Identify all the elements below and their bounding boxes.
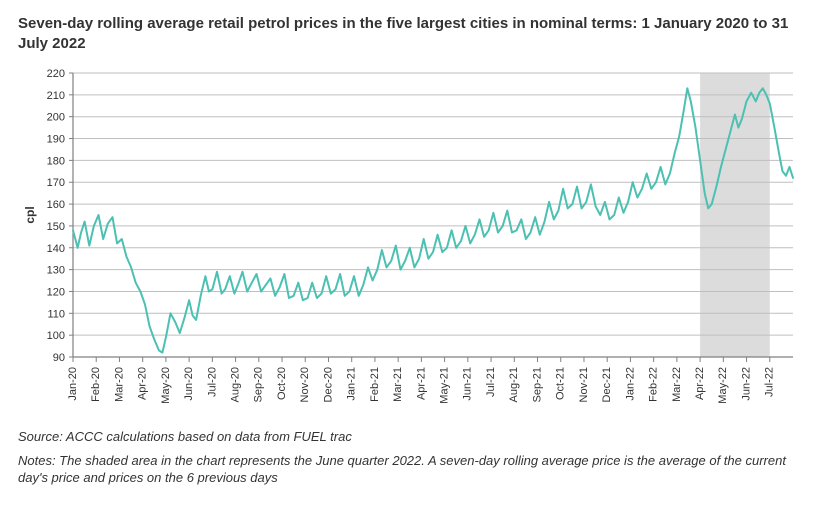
svg-text:Feb-22: Feb-22 xyxy=(648,367,660,402)
svg-text:100: 100 xyxy=(47,330,65,342)
svg-text:130: 130 xyxy=(47,264,65,276)
svg-text:150: 150 xyxy=(47,220,65,232)
svg-text:Mar-20: Mar-20 xyxy=(113,367,125,402)
svg-text:200: 200 xyxy=(47,111,65,123)
svg-text:Jul-20: Jul-20 xyxy=(206,367,218,397)
svg-text:Mar-22: Mar-22 xyxy=(671,367,683,402)
chart-title: Seven-day rolling average retail petrol … xyxy=(18,14,801,55)
svg-text:Apr-22: Apr-22 xyxy=(694,367,706,400)
svg-text:Feb-20: Feb-20 xyxy=(90,367,102,402)
svg-text:Jul-21: Jul-21 xyxy=(485,367,497,397)
svg-text:140: 140 xyxy=(47,242,65,254)
svg-text:220: 220 xyxy=(47,68,65,80)
svg-text:Jan-21: Jan-21 xyxy=(346,367,358,401)
svg-text:Aug-20: Aug-20 xyxy=(229,367,241,402)
svg-text:Sep-20: Sep-20 xyxy=(253,367,265,402)
svg-text:May-22: May-22 xyxy=(717,367,729,404)
svg-text:Mar-21: Mar-21 xyxy=(392,367,404,402)
svg-text:Nov-20: Nov-20 xyxy=(299,367,311,402)
svg-text:110: 110 xyxy=(47,308,65,320)
chart-area: 90 100 110 120 130 140 150 160 170 180 190 200 210 22… xyxy=(18,65,801,425)
svg-text:170: 170 xyxy=(47,177,65,189)
svg-text:120: 120 xyxy=(47,286,65,298)
svg-text:180: 180 xyxy=(47,155,65,167)
svg-text:Jun-22: Jun-22 xyxy=(740,367,752,401)
svg-text:Apr-20: Apr-20 xyxy=(137,367,149,400)
svg-text:190: 190 xyxy=(47,133,65,145)
svg-text:Jan-20: Jan-20 xyxy=(67,367,79,401)
svg-text:Nov-21: Nov-21 xyxy=(578,367,590,402)
svg-text:Apr-21: Apr-21 xyxy=(415,367,427,400)
svg-text:90: 90 xyxy=(53,352,65,364)
chart-notes: Notes: The shaded area in the chart repr… xyxy=(18,452,801,487)
svg-text:May-21: May-21 xyxy=(439,367,451,404)
svg-text:210: 210 xyxy=(47,89,65,101)
svg-text:Oct-21: Oct-21 xyxy=(555,367,567,400)
svg-text:Jul-22: Jul-22 xyxy=(764,367,776,397)
svg-text:Jun-20: Jun-20 xyxy=(183,367,195,401)
svg-text:Jan-22: Jan-22 xyxy=(624,367,636,401)
svg-text:Feb-21: Feb-21 xyxy=(369,367,381,402)
svg-text:160: 160 xyxy=(47,199,65,211)
svg-text:Dec-20: Dec-20 xyxy=(322,367,334,402)
svg-text:Sep-21: Sep-21 xyxy=(531,367,543,402)
svg-text:May-20: May-20 xyxy=(160,367,172,404)
svg-text:Jun-21: Jun-21 xyxy=(462,367,474,401)
svg-text:Dec-21: Dec-21 xyxy=(601,367,613,402)
figure-container: Seven-day rolling average retail petrol … xyxy=(0,0,819,523)
line-chart: 90 100 110 120 130 140 150 160 170 180 190 200 210 22… xyxy=(18,65,801,425)
svg-text:Oct-20: Oct-20 xyxy=(276,367,288,400)
svg-text:Aug-21: Aug-21 xyxy=(508,366,520,401)
chart-source: Source: ACCC calculations based on data … xyxy=(18,429,801,444)
svg-text:cpl: cpl xyxy=(23,206,37,223)
